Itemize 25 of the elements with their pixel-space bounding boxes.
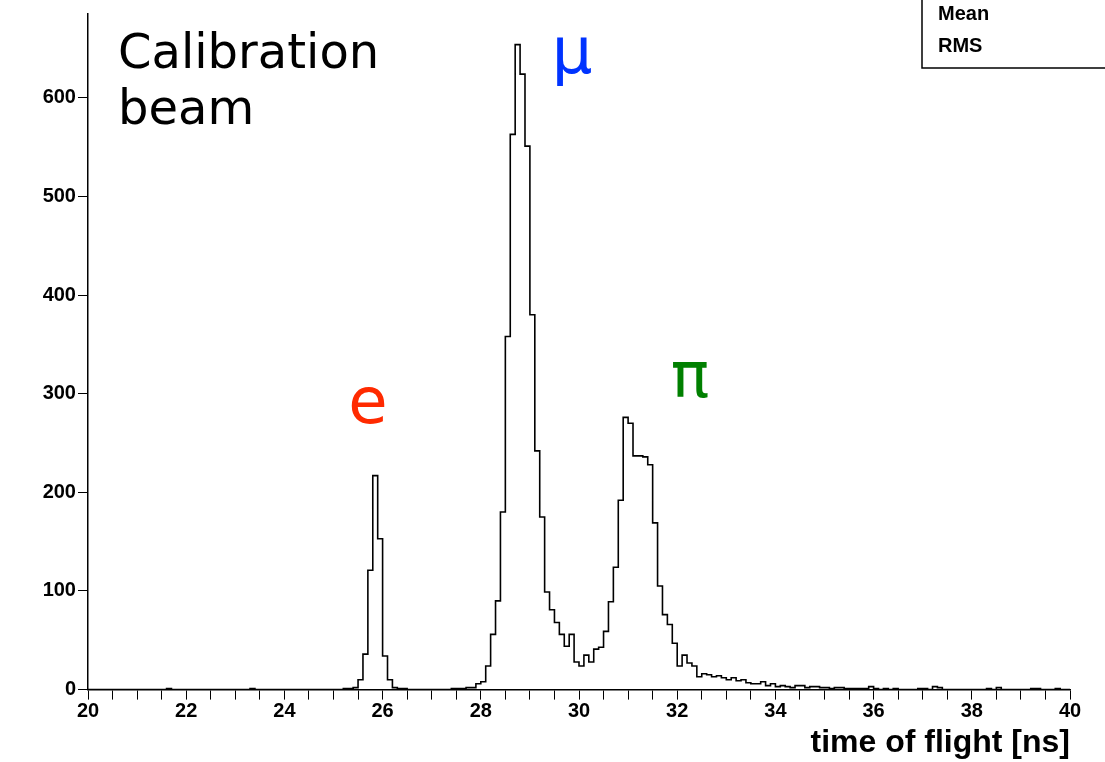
x-tick-label: 36 bbox=[862, 699, 885, 722]
x-tick-label: 40 bbox=[1058, 699, 1082, 722]
y-tick-label: 500 bbox=[42, 183, 76, 206]
annotation: RMS bbox=[938, 33, 983, 56]
annotation: e bbox=[348, 363, 388, 438]
x-tick-label: 38 bbox=[960, 699, 983, 722]
annotation: μ bbox=[551, 13, 593, 88]
y-tick-label: 300 bbox=[42, 381, 76, 404]
annotation: Calibration beam bbox=[118, 23, 380, 136]
x-tick-label: 20 bbox=[76, 699, 100, 722]
y-tick-label: 600 bbox=[42, 85, 76, 108]
x-axis-title: time of flight [ns] bbox=[810, 722, 1070, 759]
x-tick-label: 28 bbox=[469, 699, 492, 722]
x-tick-label: 24 bbox=[273, 699, 297, 722]
y-tick-label: 200 bbox=[42, 479, 76, 502]
annotation: Mean bbox=[938, 1, 990, 24]
x-tick-label: 34 bbox=[764, 699, 788, 722]
x-tick-label: 22 bbox=[175, 699, 198, 722]
x-tick-label: 30 bbox=[567, 699, 591, 722]
y-tick-label: 100 bbox=[42, 578, 76, 601]
x-tick-label: 32 bbox=[666, 699, 689, 722]
y-tick-label: 400 bbox=[42, 282, 76, 305]
y-tick-label: 0 bbox=[64, 677, 76, 700]
x-tick-label: 26 bbox=[371, 699, 394, 722]
annotation: π bbox=[670, 337, 710, 412]
